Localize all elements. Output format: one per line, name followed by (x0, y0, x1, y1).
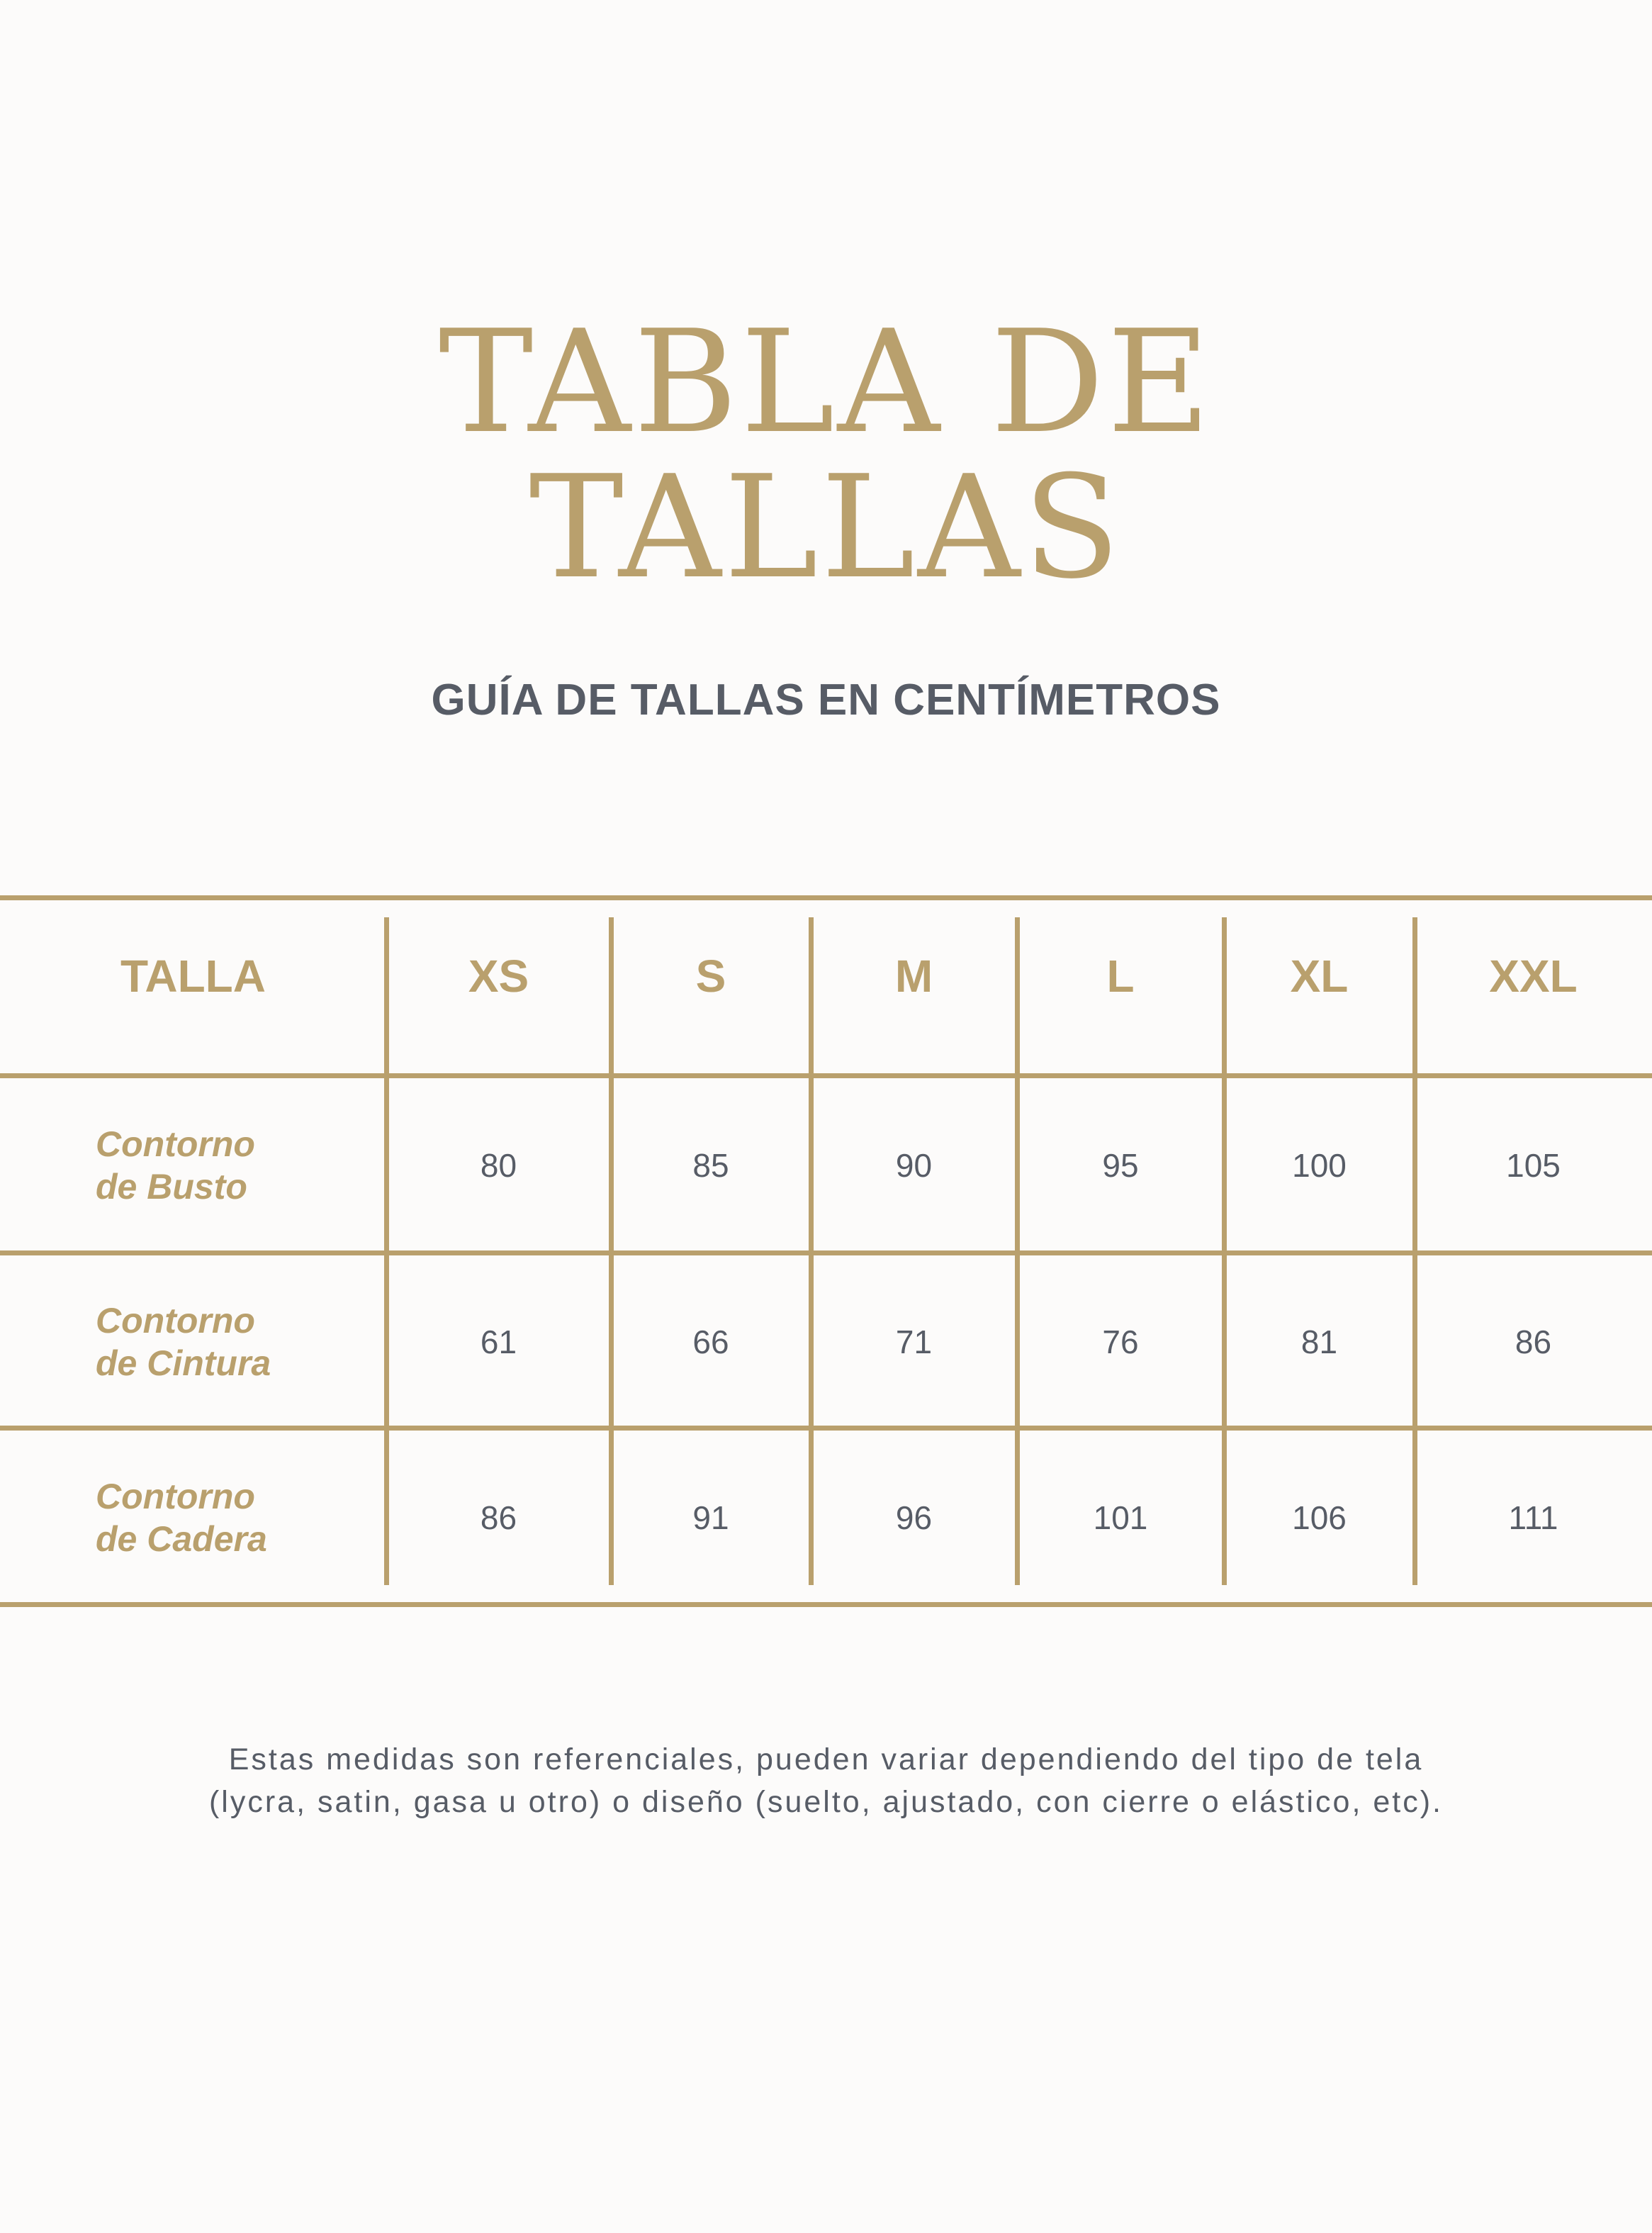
table-cell-value: 86 (1515, 1323, 1552, 1360)
table-horizontal-rule (0, 1073, 1652, 1078)
row-label: Contorno de Busto (96, 1124, 255, 1207)
table-cell-value: 90 (895, 1147, 933, 1184)
table-horizontal-rule (0, 1602, 1652, 1607)
header-size-m: M (894, 951, 933, 1002)
table-horizontal-rule (0, 1250, 1652, 1255)
header-size-l: L (1106, 951, 1135, 1002)
header-size-xl: XL (1290, 951, 1349, 1002)
table-vertical-rule (609, 917, 614, 1585)
subtitle: GUÍA DE TALLAS EN CENTÍMETROS (431, 676, 1221, 724)
table-cell-value: 91 (692, 1499, 729, 1536)
header-size-xxl: XXL (1489, 951, 1578, 1002)
header-size-s: S (695, 951, 726, 1002)
row-label: Contorno de Cadera (96, 1476, 267, 1559)
table-vertical-rule (1015, 917, 1020, 1585)
table-cell-value: 101 (1093, 1499, 1148, 1536)
title-line-1: TABLA DE (438, 300, 1214, 465)
header-talla: TALLA (120, 951, 266, 1002)
table-cell-value: 81 (1300, 1323, 1338, 1360)
table-horizontal-rule (0, 895, 1652, 900)
table-horizontal-rule (0, 1426, 1652, 1431)
table-cell-value: 86 (480, 1499, 517, 1536)
header-size-xs: XS (468, 951, 529, 1002)
table-vertical-rule (384, 917, 389, 1585)
row-label: Contorno de Cintura (96, 1300, 271, 1383)
table-cell-value: 66 (692, 1323, 729, 1360)
footnote-line-1: Estas medidas son referenciales, pueden … (228, 1742, 1424, 1776)
table-vertical-rule (809, 917, 814, 1585)
table-cell-value: 105 (1506, 1147, 1561, 1184)
footnote: Estas medidas son referenciales, pueden … (0, 1738, 1652, 1823)
footnote-line-2: (lycra, satin, gasa u otro) o diseño (su… (208, 1785, 1443, 1819)
table-cell-value: 111 (1508, 1499, 1558, 1536)
table-cell-value: 85 (692, 1147, 729, 1184)
table-cell-value: 71 (895, 1323, 933, 1360)
table-cell-value: 76 (1102, 1323, 1139, 1360)
table-cell-value: 106 (1292, 1499, 1347, 1536)
table-cell-value: 61 (480, 1323, 517, 1360)
table-cell-value: 95 (1102, 1147, 1139, 1184)
table-vertical-rule (1412, 917, 1417, 1585)
table-vertical-rule (1222, 917, 1227, 1585)
table-cell-value: 100 (1292, 1147, 1347, 1184)
table-cell-value: 80 (480, 1147, 517, 1184)
table-cell-value: 96 (895, 1499, 933, 1536)
title-line-2: TALLAS (529, 445, 1123, 610)
